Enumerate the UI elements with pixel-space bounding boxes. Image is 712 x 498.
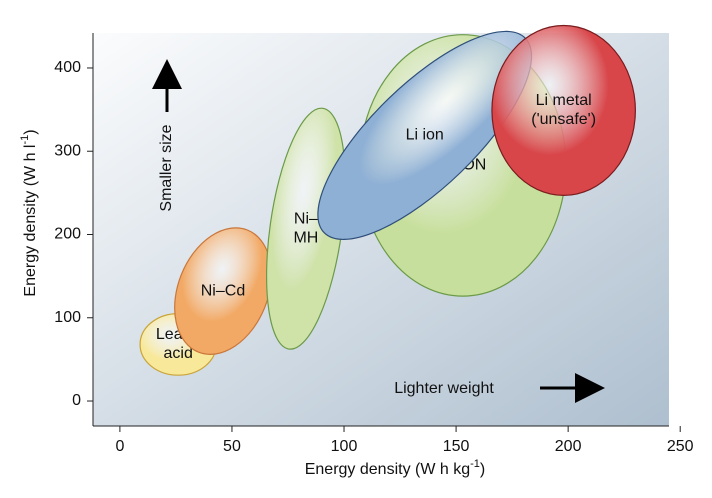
- lighter-weight-label: Lighter weight: [394, 380, 494, 397]
- ni-cd-region: Ni–Cd: [174, 227, 272, 355]
- x-tick-label: 0: [115, 438, 124, 455]
- lighter-weight-annotation: Lighter weight: [394, 373, 605, 403]
- smaller-size-label: Smaller size: [158, 124, 175, 211]
- lead-acid-label: acid: [163, 345, 192, 362]
- ni-mh-label: MH: [293, 229, 318, 246]
- y-axis-ticks: 0 100 200 300 400: [54, 59, 93, 409]
- x-tick-label: 50: [223, 438, 241, 455]
- y-axis-title: Energy density (W h l-1): [19, 129, 39, 296]
- li-metal-label: Li metal: [536, 92, 592, 109]
- ni-cd-ellipse: [174, 227, 272, 355]
- y-tick-label: 100: [54, 309, 81, 326]
- y-tick-label: 400: [54, 59, 81, 76]
- x-tick-label: 200: [555, 438, 582, 455]
- ni-mh-label: Ni–: [294, 210, 318, 227]
- x-axis-title: Energy density (W h kg-1): [305, 458, 486, 478]
- ni-cd-label: Ni–Cd: [201, 282, 245, 299]
- li-ion-label: Li ion: [406, 127, 444, 144]
- x-tick-label: 250: [667, 438, 694, 455]
- li-metal-region: Li metal ('unsafe'): [491, 24, 636, 196]
- smaller-size-annotation: Smaller size: [152, 59, 182, 212]
- li-metal-ellipse: [491, 24, 636, 196]
- ni-mh-region: Ni– MH: [265, 107, 346, 350]
- x-tick-label: 150: [443, 438, 470, 455]
- li-metal-label: ('unsafe'): [531, 111, 596, 128]
- y-tick-label: 200: [54, 226, 81, 243]
- x-axis-ticks: 0 50 100 150 200 250: [115, 426, 694, 455]
- y-tick-label: 0: [72, 392, 81, 409]
- x-tick-label: 100: [331, 438, 358, 455]
- y-tick-label: 300: [54, 142, 81, 159]
